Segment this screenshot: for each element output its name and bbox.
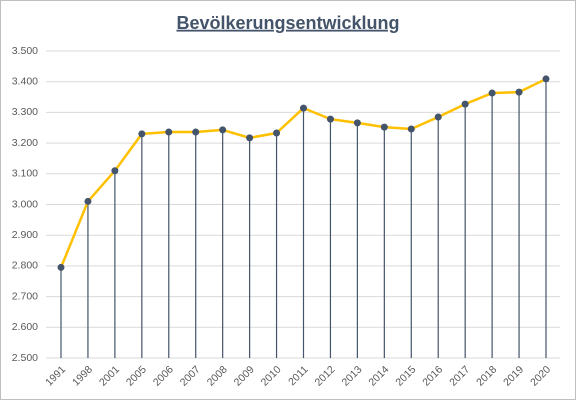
data-point — [353, 119, 361, 127]
data-point — [380, 123, 388, 131]
chart-title: Bevölkerungsentwicklung — [176, 13, 399, 33]
data-point — [84, 197, 92, 205]
data-point — [461, 100, 469, 108]
y-tick-label: 3.100 — [12, 168, 38, 180]
data-point — [542, 75, 550, 83]
y-tick-label: 3.200 — [12, 137, 38, 149]
data-point — [515, 88, 523, 96]
data-point — [407, 125, 415, 133]
data-point — [273, 129, 281, 137]
data-point — [434, 113, 442, 121]
data-point — [326, 115, 334, 123]
data-point — [246, 134, 254, 142]
data-point — [488, 89, 496, 97]
y-tick-label: 3.400 — [12, 75, 38, 87]
data-point — [165, 128, 173, 136]
data-point — [219, 126, 227, 134]
y-tick-label: 2.500 — [12, 352, 38, 364]
data-point — [57, 263, 65, 271]
y-tick-label: 2.900 — [12, 229, 38, 241]
y-tick-label: 3.500 — [12, 45, 38, 57]
y-tick-label: 3.300 — [12, 106, 38, 118]
y-tick-label: 2.700 — [12, 290, 38, 302]
data-point — [192, 128, 200, 136]
y-tick-label: 3.000 — [12, 198, 38, 210]
y-tick-label: 2.600 — [12, 321, 38, 333]
data-point — [111, 167, 119, 175]
data-point — [138, 130, 146, 138]
y-tick-label: 2.800 — [12, 260, 38, 272]
data-point — [300, 104, 307, 112]
